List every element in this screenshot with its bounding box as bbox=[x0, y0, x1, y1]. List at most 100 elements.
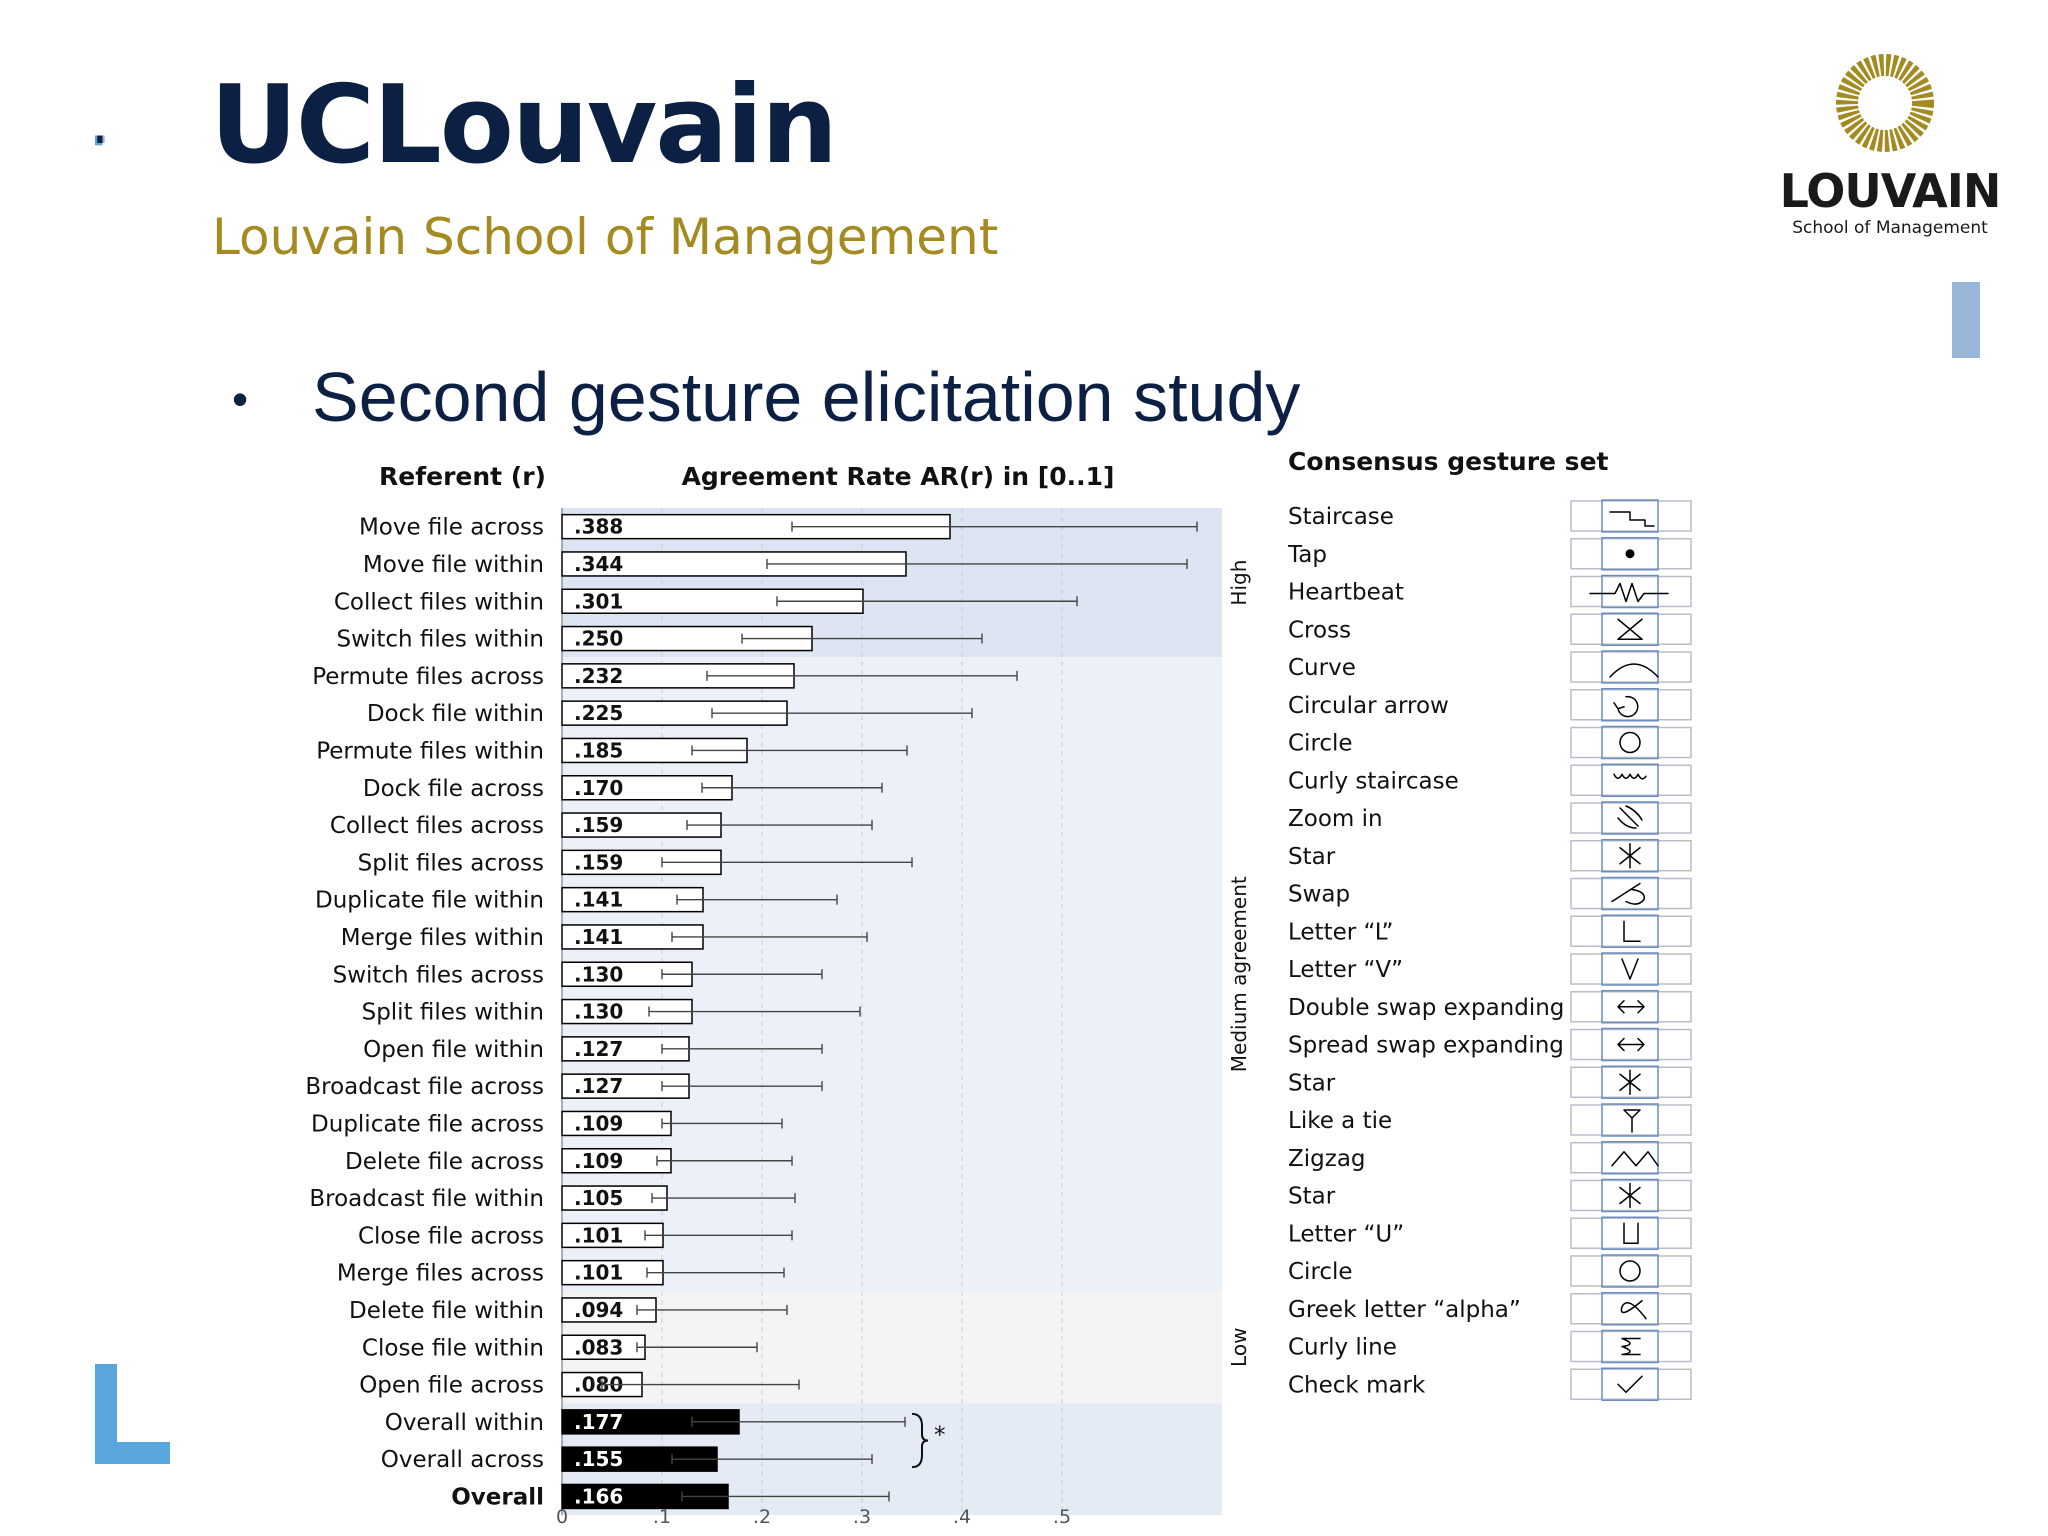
stroke bbox=[1621, 1337, 1641, 1356]
significance-bracket: * bbox=[911, 1412, 946, 1469]
stroke bbox=[1611, 1151, 1659, 1167]
value-label: .130 bbox=[574, 1000, 623, 1024]
row-label: Collect files across bbox=[330, 813, 544, 839]
gesture-item: Spread swap expanding bbox=[1288, 1027, 1692, 1062]
row-label: Close file within bbox=[362, 1335, 544, 1361]
dot-icon bbox=[1625, 549, 1635, 559]
value-label: .101 bbox=[574, 1261, 623, 1285]
stroke bbox=[1619, 843, 1641, 869]
gesture-inner-frame bbox=[1601, 876, 1659, 911]
gesture-inner-frame bbox=[1601, 537, 1659, 571]
gesture-name: Star bbox=[1288, 1070, 1336, 1096]
gesture-name: Zoom in bbox=[1288, 806, 1383, 832]
stroke bbox=[1617, 1000, 1645, 1014]
row-label: Delete file across bbox=[345, 1149, 544, 1175]
gesture-inner-frame bbox=[1601, 839, 1659, 873]
x-tick-label: .5 bbox=[1053, 1506, 1071, 1528]
stroke bbox=[1609, 511, 1655, 527]
chart-row: Collect files within .301 bbox=[334, 588, 1078, 615]
gesture-inner-frame bbox=[1601, 1027, 1659, 1062]
circle-icon bbox=[1619, 731, 1641, 754]
zigzag-icon bbox=[1611, 1151, 1659, 1167]
gesture-name: Greek letter “alpha” bbox=[1288, 1297, 1521, 1323]
row-label: Switch files across bbox=[333, 962, 544, 988]
gesture-name: Letter “U” bbox=[1288, 1221, 1404, 1247]
chart-row: Broadcast file within .105 bbox=[309, 1185, 796, 1212]
value-label: .185 bbox=[574, 738, 623, 762]
gesture-item: Heartbeat bbox=[1288, 574, 1692, 609]
chart-row: Broadcast file across .127 bbox=[305, 1073, 823, 1100]
gesture-item: Swap bbox=[1288, 876, 1692, 911]
gesture-frame bbox=[1570, 1330, 1692, 1363]
staircase-icon bbox=[1609, 511, 1655, 527]
star-icon bbox=[1619, 843, 1641, 869]
gesture-frame bbox=[1570, 764, 1692, 796]
gesture-item: Circle bbox=[1288, 725, 1692, 760]
chart-row: Permute files across .232 bbox=[312, 663, 1018, 690]
heartbeat-icon bbox=[1589, 582, 1669, 603]
chart-row: Split files across .159 bbox=[358, 849, 913, 876]
gesture-frame bbox=[1570, 575, 1692, 608]
gesture-inner-frame bbox=[1601, 1178, 1659, 1213]
chart-row: Delete file across .109 bbox=[345, 1148, 793, 1175]
row-label: Move file across bbox=[359, 515, 544, 541]
row-label: Broadcast file across bbox=[305, 1074, 544, 1100]
sun-ring bbox=[1836, 54, 1934, 152]
gesture-item: Star bbox=[1288, 1065, 1692, 1099]
letter-u-icon bbox=[1623, 1222, 1639, 1244]
stroke bbox=[1617, 1375, 1643, 1393]
gesture-item: Circle bbox=[1288, 1254, 1692, 1288]
gesture-name: Letter “V” bbox=[1288, 957, 1403, 983]
gesture-inner-frame bbox=[1601, 763, 1659, 797]
stroke bbox=[1617, 1037, 1645, 1052]
value-label: .166 bbox=[574, 1484, 623, 1508]
gesture-set-title: Consensus gesture set bbox=[1288, 447, 1609, 476]
chart-row: Permute files within .185 bbox=[316, 737, 908, 764]
bar bbox=[561, 1185, 668, 1211]
x-tick-label: .3 bbox=[853, 1506, 871, 1528]
chart-row: Move file across .388 bbox=[359, 513, 1198, 541]
chart-row: Open file across .080 bbox=[359, 1371, 800, 1399]
value-label: .130 bbox=[574, 962, 623, 986]
chart-row: Dock file within .225 bbox=[367, 700, 973, 727]
cross-icon bbox=[1617, 618, 1643, 640]
gesture-inner-frame bbox=[1601, 1254, 1659, 1288]
gesture-item: Check mark bbox=[1288, 1367, 1692, 1401]
gesture-item: Circular arrow bbox=[1288, 688, 1692, 722]
double-arrow-icon bbox=[1617, 1037, 1645, 1052]
gesture-item: Star bbox=[1288, 1178, 1692, 1213]
gesture-inner-frame bbox=[1601, 1065, 1659, 1099]
gesture-item: Double swap expanding bbox=[1288, 990, 1692, 1024]
chart-row: Collect files across .159 bbox=[330, 812, 873, 839]
value-label: .225 bbox=[574, 701, 623, 725]
x-axis-ticks: 0 .1 .2 .3 .4 .5 bbox=[556, 1506, 1071, 1528]
stroke bbox=[1613, 773, 1647, 780]
chart-row: Merge files across .101 bbox=[337, 1259, 785, 1287]
gesture-inner-frame bbox=[1601, 574, 1659, 609]
check-mark-icon bbox=[1617, 1375, 1643, 1393]
row-label: Split files within bbox=[362, 1000, 544, 1026]
chart-rows: Move file across .388 Move file within .344… bbox=[305, 513, 1198, 1510]
value-label: .101 bbox=[574, 1223, 623, 1247]
gesture-inner-frame bbox=[1601, 801, 1659, 835]
chart-title: Agreement Rate AR(r) in [0..1] bbox=[682, 462, 1115, 491]
x-tick-label: 0 bbox=[556, 1506, 568, 1528]
value-label: .141 bbox=[574, 925, 623, 949]
gesture-name: Tap bbox=[1287, 542, 1327, 568]
value-label: .109 bbox=[574, 1111, 623, 1135]
star-icon bbox=[1619, 1182, 1641, 1209]
gesture-inner-frame bbox=[1601, 914, 1659, 948]
row-label: Overall across bbox=[381, 1447, 544, 1473]
row-label: Dock file within bbox=[367, 701, 544, 727]
gesture-frame bbox=[1570, 651, 1692, 683]
stroke bbox=[1621, 958, 1639, 980]
gesture-name: Star bbox=[1288, 1184, 1336, 1210]
stroke bbox=[1619, 1069, 1641, 1095]
chart-row: Split files within .130 bbox=[362, 998, 861, 1026]
value-label: .105 bbox=[574, 1186, 623, 1210]
curve-icon bbox=[1609, 663, 1659, 678]
gesture-item: Zigzag bbox=[1288, 1141, 1692, 1175]
school-name: Louvain School of Management bbox=[212, 208, 999, 266]
value-label: .170 bbox=[574, 776, 623, 800]
value-label: .155 bbox=[574, 1447, 623, 1471]
